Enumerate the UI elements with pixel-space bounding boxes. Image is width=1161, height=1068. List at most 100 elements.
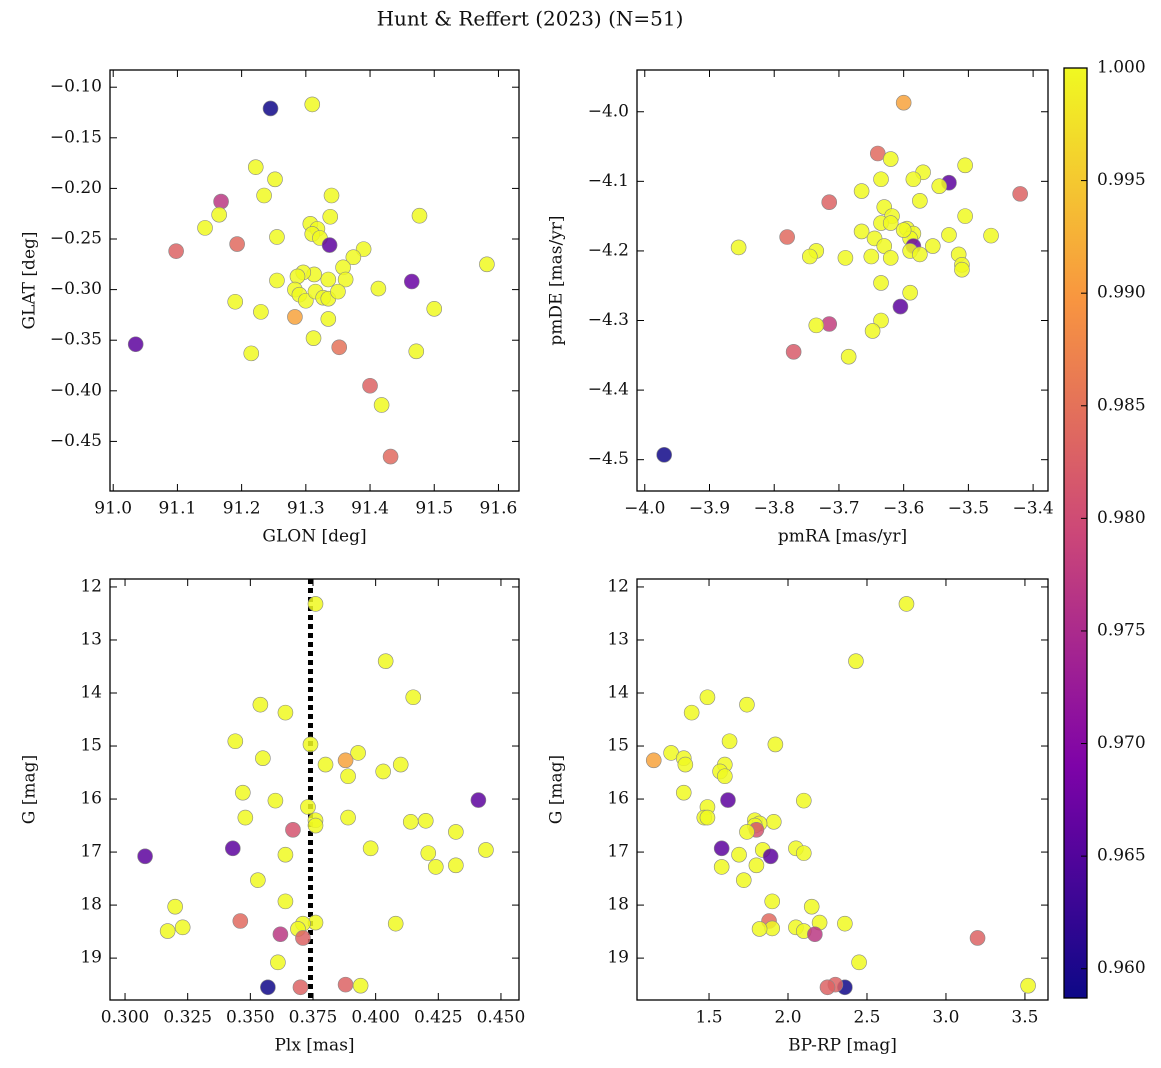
point: [402, 814, 419, 830]
point: [345, 249, 362, 266]
y-tick-label: −0.30: [50, 279, 102, 299]
colorbar-tick-label: 0.975: [1097, 620, 1146, 640]
y-tick-label: 19: [80, 948, 102, 968]
point: [941, 227, 957, 243]
x-tick-label: 0.450: [477, 1008, 526, 1028]
y-tick-label: 12: [80, 576, 102, 596]
point: [802, 248, 818, 265]
x-axis-label: BP-RP [mag]: [788, 1036, 897, 1056]
colorbar: [1063, 67, 1088, 999]
x-tick-label: 91.5: [415, 499, 453, 519]
point: [298, 292, 314, 309]
point: [292, 979, 309, 996]
y-tick-label: 18: [607, 895, 629, 915]
point: [211, 206, 227, 223]
point: [323, 187, 340, 204]
colorbar-tick-label: 0.990: [1097, 283, 1146, 303]
point: [479, 256, 495, 273]
point: [848, 653, 864, 669]
point: [213, 193, 229, 210]
point: [882, 151, 899, 167]
point: [892, 298, 909, 315]
point: [898, 596, 915, 612]
point: [851, 954, 867, 971]
point: [168, 243, 184, 259]
colorbar-tick-label: 0.985: [1097, 395, 1146, 415]
point: [225, 840, 241, 857]
y-tick-label: −4.0: [588, 101, 629, 121]
point: [247, 159, 264, 175]
y-tick-label: 12: [607, 576, 629, 596]
y-tick-label: −0.25: [50, 229, 102, 249]
colorbar-tick-label: 0.980: [1097, 508, 1146, 528]
point: [256, 187, 272, 204]
x-tick-label: −3.9: [689, 499, 730, 519]
x-tick-label: 3.5: [1011, 1008, 1038, 1028]
x-tick-label: 0.375: [289, 1008, 338, 1028]
point: [1020, 977, 1036, 994]
point: [387, 915, 404, 932]
point: [779, 229, 795, 245]
point: [873, 171, 889, 188]
point: [159, 923, 176, 939]
x-tick-label: −3.4: [1012, 499, 1053, 519]
x-tick-label: 2.0: [774, 1008, 801, 1028]
point: [317, 756, 334, 773]
point: [762, 848, 779, 865]
point: [277, 846, 294, 863]
panel: 1.5 2.0 2.5 3.0 3.5 12 13 14 15 16 17 18 19 BP-RP [ma…: [547, 576, 1049, 1056]
y-tick-label: 15: [607, 736, 629, 756]
point: [277, 893, 294, 910]
point: [863, 248, 880, 265]
point: [427, 859, 444, 875]
colorbar-tick-label: 1.000: [1097, 58, 1146, 78]
point: [803, 898, 820, 915]
y-tick-label: −4.2: [588, 240, 629, 260]
point: [227, 733, 244, 750]
point: [765, 814, 782, 830]
x-tick-label: 91.1: [158, 499, 196, 519]
point: [340, 768, 356, 785]
point: [235, 784, 251, 801]
point: [864, 323, 881, 339]
y-tick-label: 13: [80, 629, 102, 649]
point: [362, 840, 379, 857]
point: [272, 926, 289, 943]
y-axis-label: GLAT [deg]: [20, 231, 40, 329]
y-axis-label: G [mag]: [20, 755, 40, 824]
point: [355, 241, 372, 257]
x-tick-label: −3.5: [948, 499, 989, 519]
point: [300, 799, 316, 815]
y-tick-label: −0.20: [50, 178, 102, 198]
point: [377, 653, 394, 669]
panel: 91.0 91.1 91.2 91.3 91.4 91.5 91.6 −0.10 −0.15 −0…: [20, 69, 520, 547]
point: [924, 238, 941, 254]
point: [931, 178, 948, 195]
x-axis-label: Plx [mas]: [274, 1036, 354, 1056]
point: [260, 979, 276, 996]
point: [262, 100, 279, 117]
y-tick-label: −0.40: [50, 380, 102, 400]
point: [699, 809, 716, 826]
point: [796, 845, 812, 861]
point: [350, 745, 366, 761]
point: [197, 220, 213, 236]
y-tick-label: 14: [607, 682, 629, 702]
point: [470, 792, 487, 808]
y-tick-label: −0.45: [50, 431, 102, 451]
point: [320, 271, 337, 288]
figure-title: Hunt & Reffert (2023) (N=51): [377, 7, 684, 31]
y-tick-label: 16: [80, 789, 102, 809]
point: [269, 229, 285, 245]
y-tick-label: 13: [607, 629, 629, 649]
point: [362, 377, 378, 394]
point: [721, 733, 738, 750]
point: [304, 96, 321, 113]
point: [227, 293, 244, 310]
point: [269, 272, 285, 289]
point: [375, 763, 391, 780]
point: [957, 208, 973, 224]
y-tick-label: −4.1: [588, 171, 629, 191]
point: [873, 312, 889, 329]
colorbar-tick-label: 0.960: [1097, 958, 1146, 978]
